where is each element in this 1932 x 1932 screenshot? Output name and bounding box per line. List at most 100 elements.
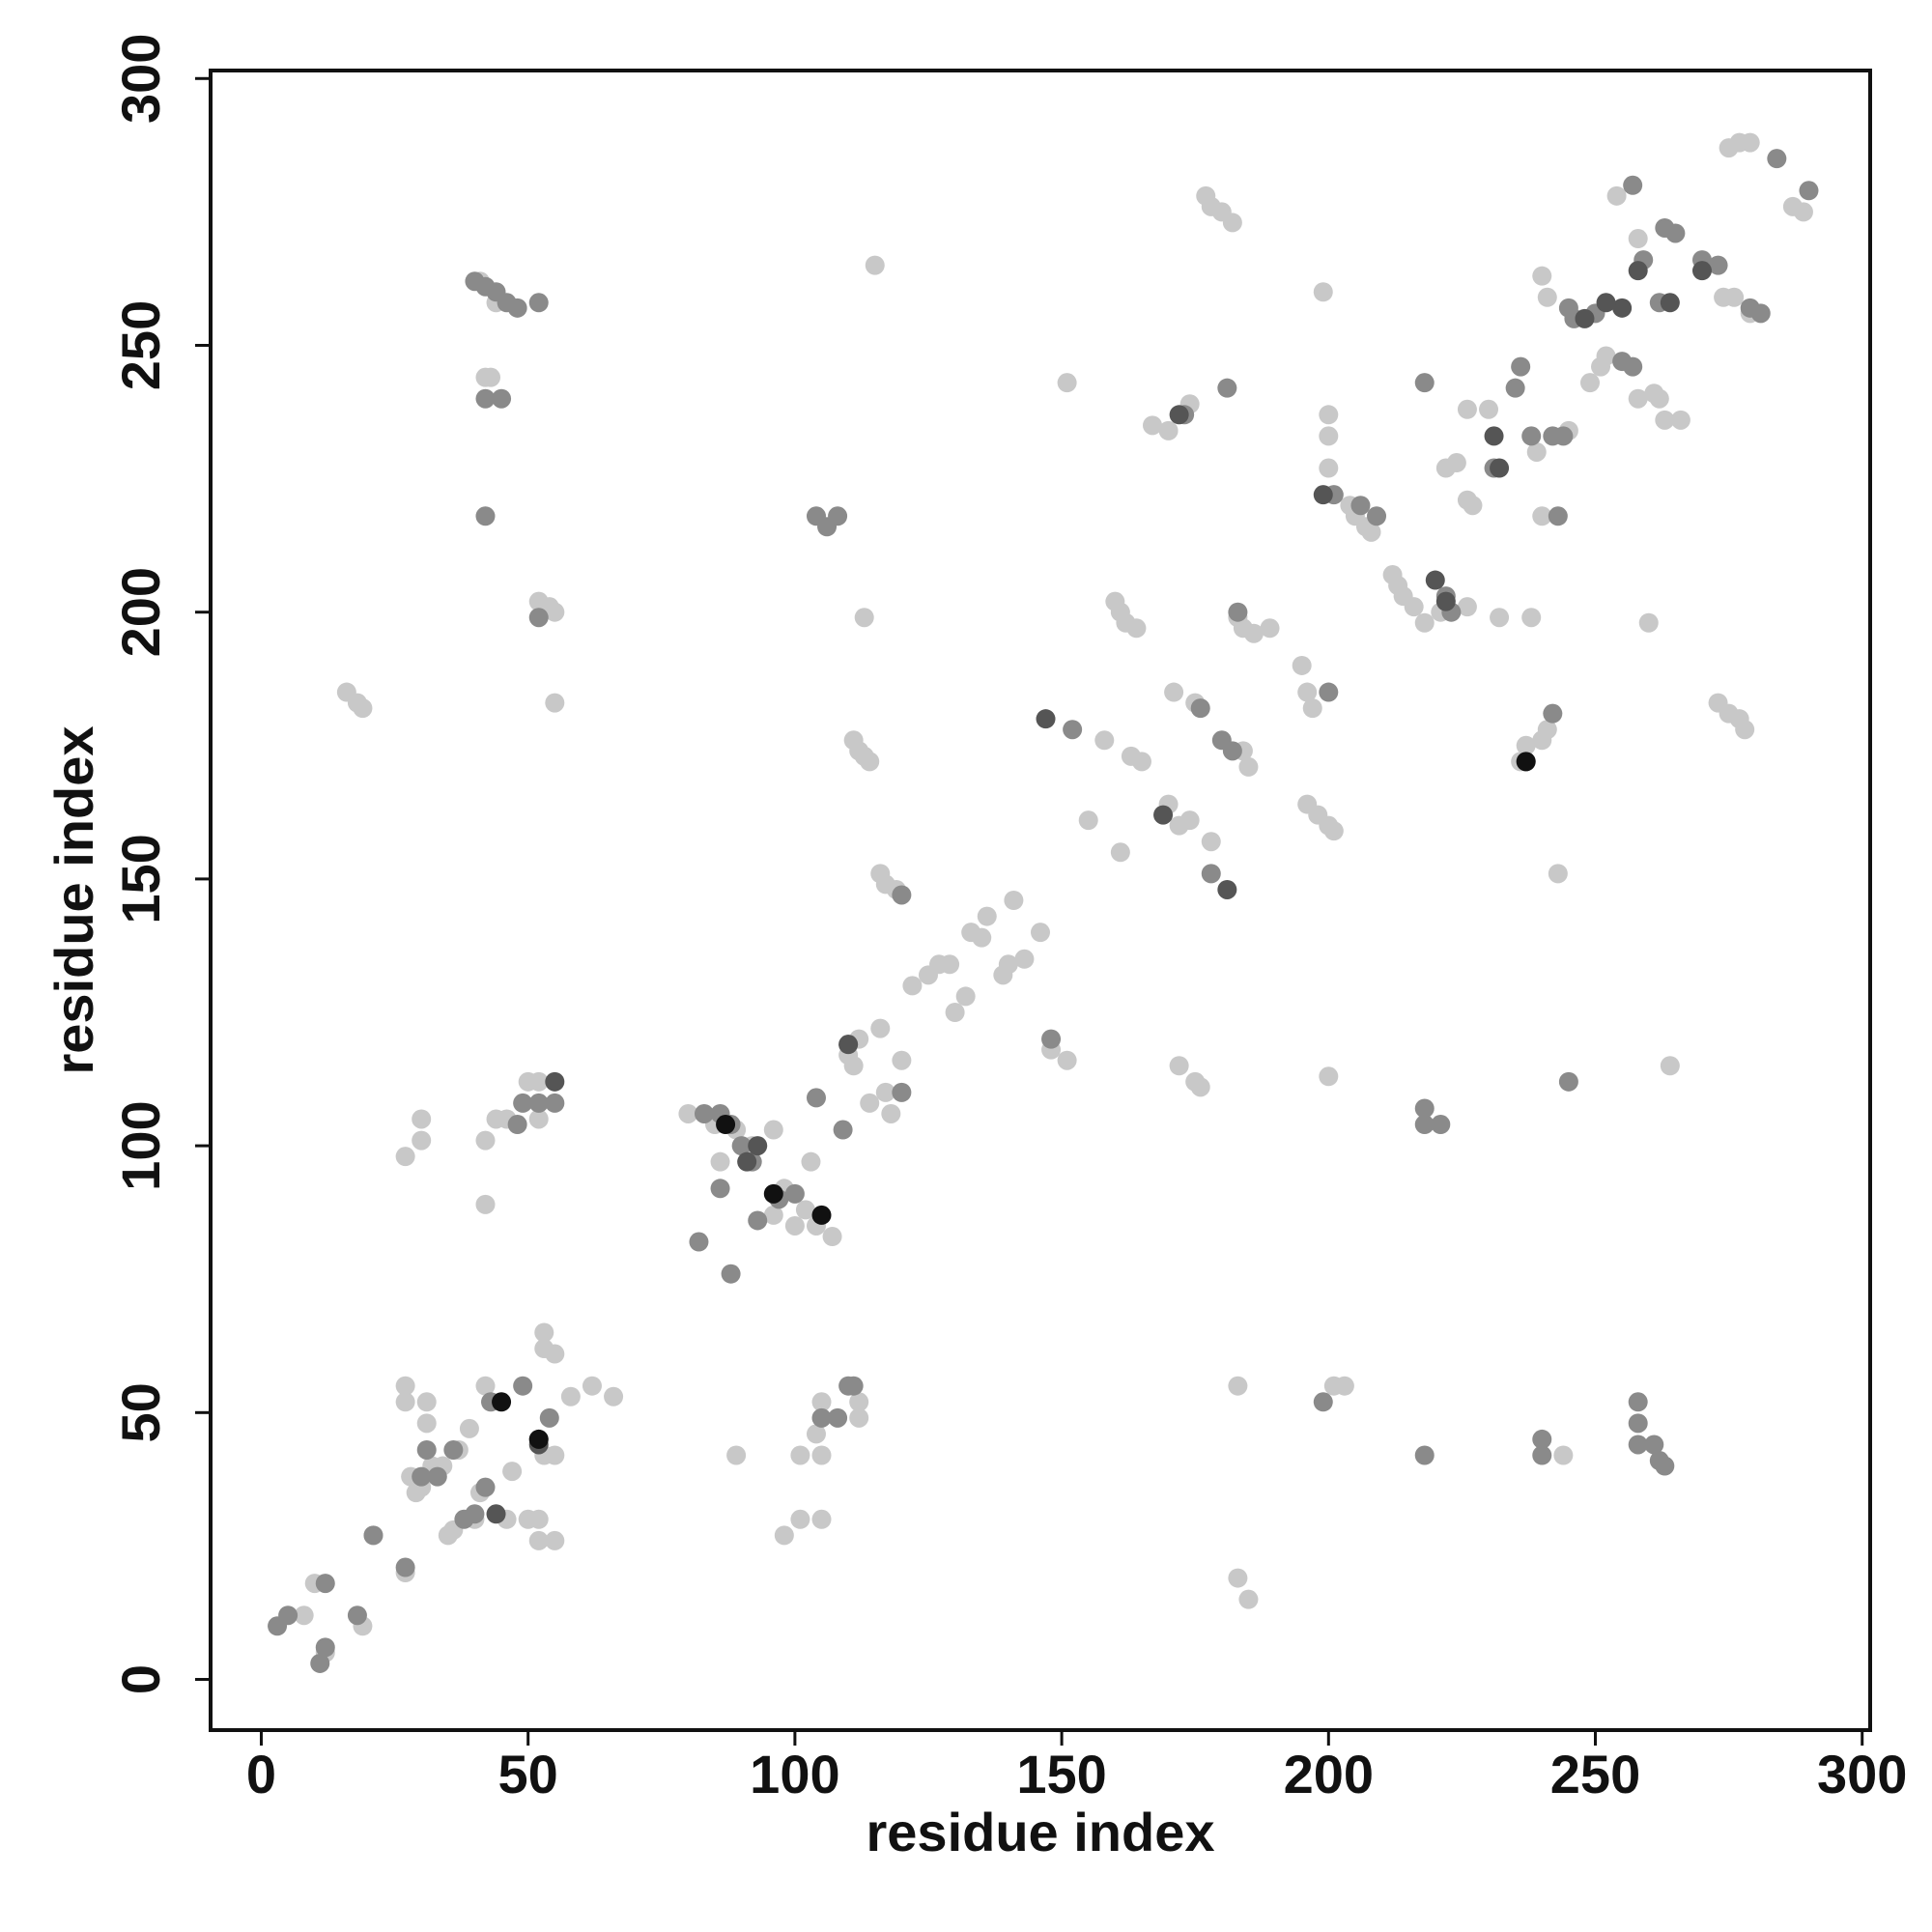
point bbox=[784, 1183, 805, 1204]
point bbox=[1548, 506, 1568, 526]
point bbox=[1057, 373, 1077, 393]
point bbox=[1532, 266, 1552, 286]
point bbox=[1537, 287, 1557, 307]
point bbox=[1414, 1115, 1435, 1135]
point bbox=[1094, 730, 1115, 751]
point bbox=[1063, 720, 1083, 740]
point bbox=[347, 1605, 367, 1626]
point bbox=[560, 1386, 581, 1406]
point bbox=[545, 1071, 565, 1092]
point bbox=[1799, 181, 1819, 201]
point bbox=[860, 752, 880, 772]
point bbox=[1457, 597, 1477, 617]
point bbox=[1516, 752, 1536, 772]
point bbox=[513, 1376, 533, 1396]
point bbox=[1628, 261, 1648, 281]
point bbox=[1628, 1392, 1648, 1412]
point bbox=[784, 1215, 805, 1236]
point bbox=[865, 255, 885, 275]
point bbox=[1041, 1029, 1062, 1049]
point bbox=[1414, 612, 1435, 633]
x-tick-label: 0 bbox=[246, 1744, 276, 1804]
point bbox=[1292, 655, 1312, 675]
point bbox=[395, 1376, 415, 1396]
point bbox=[822, 1227, 842, 1247]
y-tick-label: 100 bbox=[110, 1100, 171, 1190]
point bbox=[955, 986, 976, 1007]
point bbox=[582, 1376, 602, 1396]
point bbox=[294, 1605, 314, 1626]
point bbox=[763, 1120, 783, 1140]
point bbox=[1243, 623, 1264, 643]
point bbox=[694, 1103, 714, 1123]
point bbox=[1623, 356, 1643, 377]
point bbox=[416, 1439, 437, 1460]
point bbox=[1521, 426, 1542, 446]
point bbox=[1238, 1589, 1259, 1609]
point bbox=[1628, 1435, 1648, 1455]
point bbox=[843, 1376, 864, 1396]
point bbox=[748, 1210, 768, 1231]
point bbox=[465, 1504, 485, 1524]
point bbox=[1217, 378, 1237, 398]
point bbox=[1543, 703, 1563, 724]
point bbox=[486, 1504, 506, 1524]
point bbox=[843, 1056, 864, 1076]
point bbox=[545, 1445, 565, 1465]
point bbox=[1665, 223, 1686, 243]
point bbox=[475, 1477, 496, 1497]
point bbox=[1323, 821, 1344, 841]
point bbox=[1014, 949, 1035, 969]
point bbox=[1260, 618, 1280, 639]
point bbox=[726, 1445, 747, 1465]
point bbox=[731, 1136, 752, 1156]
point bbox=[1297, 682, 1318, 702]
x-tick-label: 300 bbox=[1817, 1744, 1907, 1804]
point bbox=[1596, 346, 1616, 366]
point bbox=[1708, 255, 1728, 275]
point bbox=[1623, 175, 1643, 195]
y-tick-label: 150 bbox=[110, 834, 171, 923]
y-tick-label: 50 bbox=[110, 1382, 171, 1442]
point bbox=[1404, 597, 1424, 617]
point bbox=[528, 1530, 549, 1550]
point bbox=[1735, 720, 1755, 740]
point bbox=[1644, 1435, 1664, 1455]
point bbox=[1302, 698, 1322, 719]
point bbox=[1484, 426, 1504, 446]
point bbox=[545, 693, 565, 713]
point bbox=[1313, 485, 1333, 505]
point bbox=[678, 1103, 698, 1123]
x-tick-label: 150 bbox=[1016, 1744, 1106, 1804]
point bbox=[1435, 591, 1456, 611]
point bbox=[1414, 1445, 1435, 1465]
point bbox=[1750, 303, 1771, 324]
point bbox=[1031, 923, 1050, 943]
point bbox=[528, 1429, 549, 1449]
point bbox=[1158, 420, 1179, 440]
point bbox=[528, 293, 549, 313]
point bbox=[763, 1205, 783, 1225]
y-tick-label: 250 bbox=[110, 300, 171, 390]
point bbox=[1004, 891, 1024, 910]
point bbox=[1319, 426, 1339, 446]
point bbox=[875, 1082, 895, 1102]
point bbox=[1526, 441, 1547, 462]
point bbox=[412, 1130, 432, 1151]
point bbox=[412, 1109, 432, 1129]
point bbox=[1169, 1056, 1189, 1076]
point bbox=[849, 1407, 869, 1428]
point bbox=[1319, 682, 1339, 702]
point bbox=[539, 1407, 559, 1428]
point bbox=[774, 1525, 794, 1546]
point bbox=[604, 1386, 624, 1406]
x-tick-label: 100 bbox=[750, 1744, 839, 1804]
point bbox=[1457, 399, 1477, 419]
point bbox=[801, 1151, 821, 1172]
point bbox=[1463, 496, 1483, 516]
point bbox=[737, 1151, 757, 1172]
point bbox=[870, 1018, 891, 1038]
point bbox=[315, 1637, 335, 1658]
point bbox=[1575, 308, 1595, 328]
point bbox=[806, 1424, 826, 1444]
